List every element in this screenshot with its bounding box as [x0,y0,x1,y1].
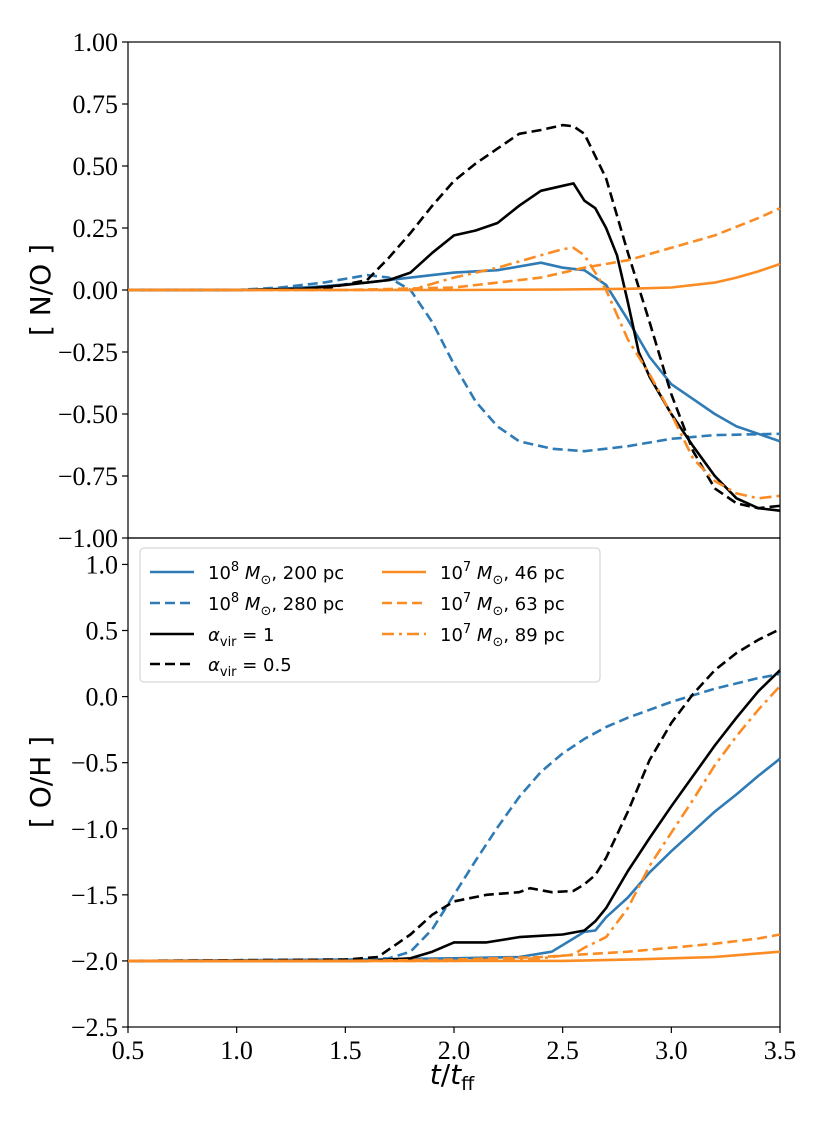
x-axis-label: t/tff [430,1058,475,1095]
legend-entry: 107 M⊙, 89 pc [382,622,565,650]
legend-label: 107 M⊙, 89 pc [440,622,565,650]
legend-label: 107 M⊙, 46 pc [440,560,565,588]
bottom-y-tick-label: −1.0 [71,815,118,844]
x-tick-label: 2.0 [438,1036,471,1065]
bottom-y-axis-label: [ O/H ] [24,736,57,828]
bottom-series-2 [128,669,781,963]
bottom-panel-oxygen-hydrogen: 1.0 0.5 0.0 −0.5 −1.0 −1.5 −2.0 −2.5 0.5 1.0 1.5 2… [24,537,797,1065]
bottom-series-3 [127,628,781,963]
bottom-y-tick-label: −0.5 [71,749,118,778]
bottom-series-1 [127,672,781,963]
bottom-series-6 [128,685,781,963]
x-tick-label: 3.0 [655,1036,688,1065]
x-axis-label-subscript: ff [461,1073,475,1095]
bottom-series-5 [128,933,781,963]
bottom-y-tick-label: 0.0 [86,683,119,712]
top-y-tick-label: −0.75 [58,462,118,491]
bottom-y-tick-label: 0.5 [86,617,119,646]
x-axis-label-slash: / [441,1058,451,1091]
legend-label: 108 M⊙, 280 pc [208,591,344,619]
bottom-y-tick-label: −1.5 [71,881,118,910]
top-panel-nitrogen-oxygen: 1.00 0.75 0.50 0.25 0.00 −0.25 −0.50 −0.75 −1.00… [24,28,781,553]
top-y-tick-label: −0.50 [58,400,118,429]
top-series-2 [128,182,781,512]
legend-entry: 108 M⊙, 280 pc [150,591,344,619]
legend-entry: 107 M⊙, 46 pc [382,560,565,588]
top-series-5 [128,207,781,292]
top-panel-series [128,123,781,512]
top-y-tick-label: 0.75 [73,90,119,119]
top-y-axis-label: [ N/O ] [24,244,57,336]
x-tick-label: 1.5 [329,1036,362,1065]
legend: 108 M⊙, 200 pc 108 M⊙, 280 pc αvir = 1 αvir… [139,547,601,683]
top-series-6 [128,246,781,500]
bottom-panel-y-ticks: 1.0 0.5 0.0 −0.5 −1.0 −1.5 −2.0 −2.5 [71,550,128,1042]
x-tick-label: 3.5 [764,1036,797,1065]
legend-box [139,547,601,683]
x-tick-label: 1.0 [220,1036,253,1065]
top-panel-y-ticks: 1.00 0.75 0.50 0.25 0.00 −0.25 −0.50 −0.75 −1.00 [58,28,128,553]
bottom-y-tick-label: 1.0 [86,550,119,579]
top-y-tick-label: 0.25 [73,214,119,243]
legend-label: 107 M⊙, 63 pc [440,591,565,619]
top-series-4 [128,262,781,292]
x-axis-label-tff: t [450,1058,462,1091]
legend-entry: αvir = 1 [150,625,275,650]
top-y-tick-label: −0.25 [58,338,118,367]
x-tick-label: 2.5 [546,1036,579,1065]
x-axis-label-t: t [430,1058,442,1091]
legend-label: αvir = 0.5 [208,655,292,680]
bottom-panel-series [127,628,781,963]
bottom-panel-x-ticks: 0.5 1.0 1.5 2.0 2.5 3.0 3.5 [112,1027,797,1065]
top-y-tick-label: 0.00 [73,276,119,305]
top-y-tick-label: 0.50 [73,152,119,181]
top-y-tick-label: −1.00 [58,524,118,553]
legend-label: αvir = 1 [208,625,275,650]
bottom-y-tick-label: −2.5 [71,1013,118,1042]
legend-entry: 108 M⊙, 200 pc [150,560,344,588]
top-series-1 [128,273,781,453]
top-y-tick-label: 1.00 [73,28,119,57]
legend-label: 108 M⊙, 200 pc [208,560,344,588]
top-series-3 [128,123,781,510]
legend-entry: 107 M⊙, 63 pc [382,591,565,619]
bottom-y-tick-label: −2.0 [71,947,118,976]
legend-entry: αvir = 0.5 [150,655,292,680]
x-tick-label: 0.5 [112,1036,145,1065]
